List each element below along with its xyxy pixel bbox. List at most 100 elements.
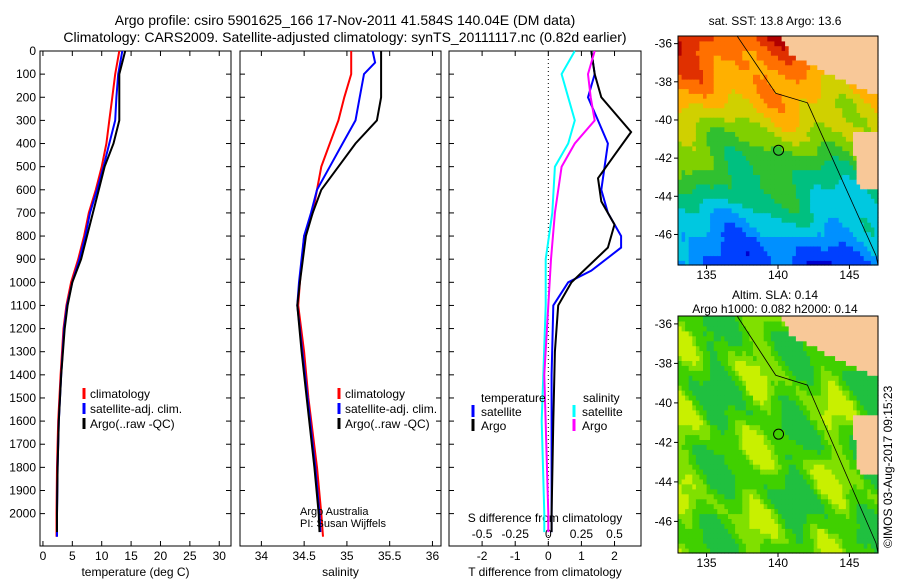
map-cell	[764, 165, 768, 170]
map-cell	[803, 122, 807, 127]
map-cell	[792, 533, 796, 539]
map-cell	[774, 514, 778, 520]
map-cell	[742, 184, 746, 189]
map-cell	[799, 193, 803, 198]
map-cell	[824, 420, 828, 426]
map-cell	[692, 208, 696, 213]
map-cell	[824, 410, 828, 416]
map-cell	[685, 208, 689, 213]
map-cell	[774, 127, 778, 132]
map-cell	[785, 504, 789, 510]
map-cell	[717, 356, 721, 362]
map-cell	[703, 151, 707, 156]
map-cell	[767, 395, 771, 401]
map-cell	[735, 227, 739, 232]
map-cell	[692, 390, 696, 396]
map-cell	[767, 93, 771, 98]
map-cell	[728, 256, 732, 261]
map-cell	[717, 449, 721, 455]
map-cell	[742, 405, 746, 411]
map-cell	[789, 420, 793, 426]
map-cell	[749, 395, 753, 401]
map-cell	[803, 232, 807, 237]
map-cell	[792, 351, 796, 357]
map-cell	[785, 400, 789, 406]
map-cell	[714, 217, 718, 222]
map-cell	[864, 165, 868, 170]
map-cell	[724, 494, 728, 500]
map-cell	[760, 241, 764, 246]
map-cell	[789, 74, 793, 79]
map-cell	[714, 385, 718, 391]
map-cell	[824, 170, 828, 175]
map-cell	[749, 351, 753, 357]
map-cell	[778, 439, 782, 445]
map-cell	[703, 449, 707, 455]
map-cell	[760, 528, 764, 534]
map-cell	[853, 136, 857, 141]
map-cell	[785, 395, 789, 401]
map-cell	[814, 518, 818, 524]
map-cell	[753, 141, 757, 146]
map-cell	[742, 65, 746, 70]
map-cell	[753, 89, 757, 94]
map-cell	[835, 46, 839, 51]
map-cell	[842, 232, 846, 237]
map-cell	[864, 174, 868, 179]
map-cell	[842, 108, 846, 113]
map-cell	[753, 479, 757, 485]
map-cell	[867, 256, 871, 261]
map-cell	[849, 46, 853, 51]
map-cell	[817, 533, 821, 539]
map-cell	[717, 50, 721, 55]
map-cell	[767, 193, 771, 198]
map-cell	[810, 127, 814, 132]
map-cell	[849, 127, 853, 132]
map-cell	[692, 256, 696, 261]
map-cell	[789, 360, 793, 366]
map-cell	[685, 108, 689, 113]
map-cell	[867, 174, 871, 179]
map-cell	[778, 538, 782, 544]
map-cell	[728, 60, 732, 65]
map-cell	[799, 415, 803, 421]
map-cell	[764, 55, 768, 60]
map-cell	[749, 98, 753, 103]
map-cell	[710, 198, 714, 203]
map-cell	[742, 543, 746, 549]
map-cell	[753, 509, 757, 514]
map-cell	[842, 246, 846, 251]
map-cell	[817, 98, 821, 103]
map-cell	[767, 489, 771, 495]
map-cell	[742, 533, 746, 539]
map-cell	[799, 518, 803, 524]
map-cell	[739, 360, 743, 366]
map-cell	[814, 108, 818, 113]
map-cell	[739, 74, 743, 79]
map-cell	[753, 410, 757, 416]
map-cell	[792, 395, 796, 401]
map-cell	[728, 108, 732, 113]
map-cell	[828, 198, 832, 203]
map-cell	[692, 232, 696, 237]
map-cell	[753, 108, 757, 113]
map-cell	[714, 198, 718, 203]
map-cell	[835, 217, 839, 222]
map-cell	[678, 400, 682, 406]
map-cell	[678, 420, 682, 426]
map-cell	[749, 444, 753, 450]
map-cell	[774, 439, 778, 445]
map-cell	[699, 484, 703, 490]
x-axis-label: salinity	[322, 565, 359, 579]
map-cell	[728, 131, 732, 136]
map-cell	[703, 236, 707, 241]
map-cell	[717, 98, 721, 103]
map-cell	[867, 198, 871, 203]
map-cell	[810, 50, 814, 55]
map-cell	[849, 217, 853, 222]
map-cell	[792, 405, 796, 411]
map-cell	[685, 117, 689, 122]
map-cell	[817, 430, 821, 436]
map-cell	[742, 365, 746, 371]
map-cell	[703, 179, 707, 184]
